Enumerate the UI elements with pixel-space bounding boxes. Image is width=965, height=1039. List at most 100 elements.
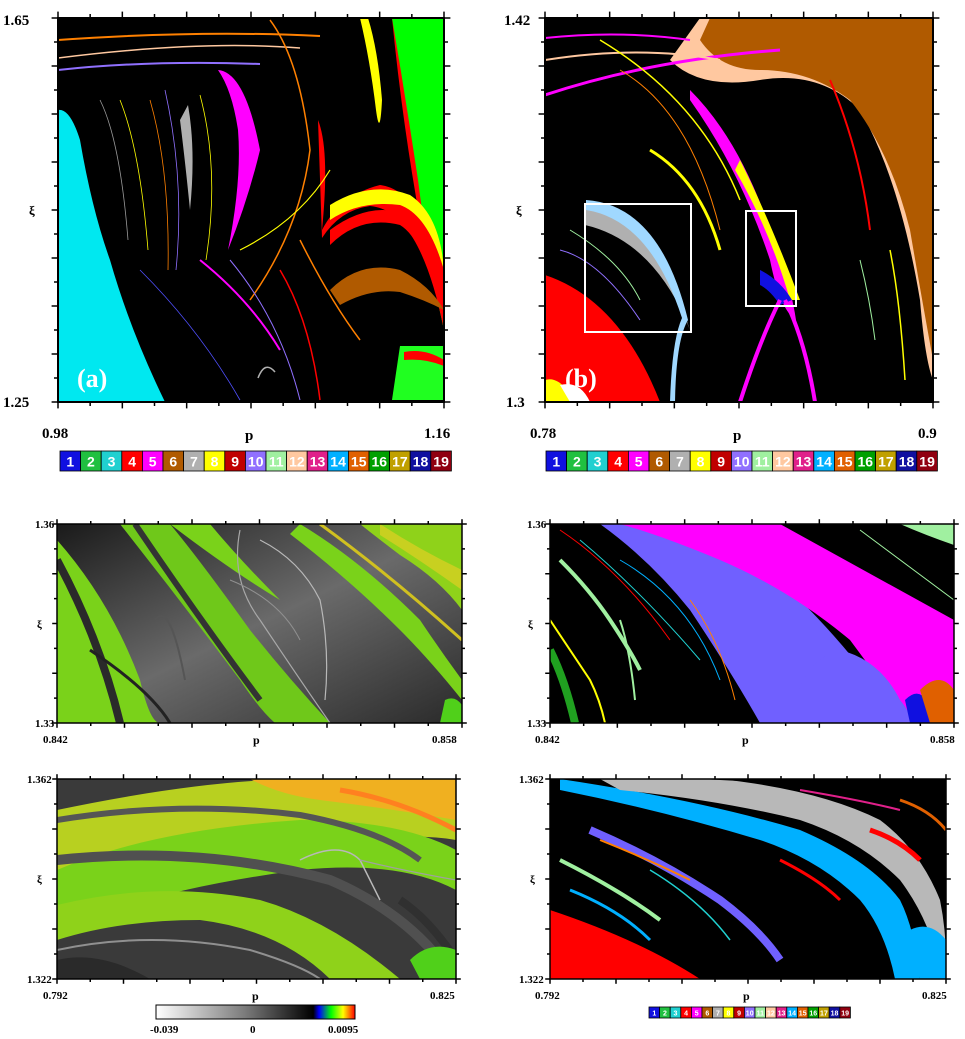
legend-label: 14	[330, 454, 346, 470]
panel-c-xtick-right: 0.858	[432, 734, 457, 746]
legend-label: 7	[716, 1011, 720, 1018]
legend-label: 16	[809, 1011, 817, 1018]
panel-c-ytick-top: 1.36	[35, 519, 55, 531]
panel-f-plot	[550, 779, 946, 979]
legend-label: 9	[737, 1011, 741, 1018]
panel-b-ytick-top: 1.42	[504, 13, 530, 29]
panel-f-xlabel: p	[743, 989, 750, 1003]
panel-f-ylabel: ξ	[530, 874, 535, 886]
legend-label: 1	[66, 454, 74, 470]
legend-label: 14	[816, 454, 832, 470]
legend-label: 19	[919, 454, 935, 470]
lyapunov-colorbar: -0.039 0 0.0095	[150, 1004, 359, 1036]
legend-label: 2	[663, 1011, 667, 1018]
colorbar-gradient	[155, 1004, 356, 1020]
legend-label: 13	[796, 454, 812, 470]
legend-label: 18	[899, 454, 915, 470]
legend-label: 12	[775, 454, 791, 470]
panel-e-ylabel: ξ	[37, 874, 42, 886]
panel-f-ytick-bottom: 1.322	[519, 974, 544, 986]
panel-a-ytick-bottom: 1.25	[3, 395, 29, 411]
panel-d-ytick-bottom: 1.33	[527, 718, 547, 730]
colorbar-tick-max: 0.0095	[328, 1024, 359, 1036]
colorbar-tick-zero: 0	[250, 1024, 256, 1036]
legend-label: 13	[310, 454, 326, 470]
panel-d: 1.36 ξ 1.33 0.842 p 0.858	[527, 519, 959, 747]
legend-label: 3	[108, 454, 116, 470]
legend-label: 2	[87, 454, 95, 470]
panel-b-xtick-left: 0.78	[530, 426, 556, 442]
panel-c-xlabel: p	[253, 733, 260, 747]
legend-label: 11	[755, 454, 770, 470]
legend-label: 9	[231, 454, 239, 470]
legend-label: 8	[211, 454, 219, 470]
legend-label: 8	[697, 454, 705, 470]
legend-label: 19	[841, 1011, 849, 1018]
panel-c-ytick-bottom: 1.33	[35, 718, 55, 730]
panel-a-xlabel: p	[245, 428, 253, 444]
panel-c-ylabel: ξ	[37, 619, 42, 631]
legend-label: 5	[695, 1011, 699, 1018]
legend-label: 15	[351, 454, 367, 470]
panel-d-xlabel: p	[742, 733, 749, 747]
panel-e-xlabel: p	[252, 989, 259, 1003]
panel-b-xtick-right: 0.9	[918, 426, 937, 442]
legend-label: 10	[746, 1011, 754, 1018]
legend-label: 11	[269, 454, 284, 470]
legend-label: 1	[552, 454, 560, 470]
legend-label: 17	[820, 1011, 828, 1018]
legend-label: 7	[190, 454, 198, 470]
panel-e: 1.362 ξ 1.322 0.792 p 0.825	[27, 774, 461, 1003]
legend-label: 6	[655, 454, 663, 470]
legend-label: 10	[734, 454, 750, 470]
panel-f-xtick-right: 0.825	[922, 990, 947, 1002]
legend-label: 15	[799, 1011, 807, 1018]
panel-d-ticks	[545, 519, 959, 728]
legend-label: 18	[831, 1011, 839, 1018]
colorbar-tick-min: -0.039	[150, 1024, 179, 1036]
panel-f: 1.362 ξ 1.322 0.792 p 0.825	[519, 774, 951, 1003]
legend-label: 14	[788, 1011, 796, 1018]
legend-label: 4	[128, 454, 136, 470]
legend-label: 19	[433, 454, 449, 470]
panel-f-xtick-left: 0.792	[535, 990, 560, 1002]
legend-label: 15	[837, 454, 853, 470]
legend-label: 16	[858, 454, 874, 470]
panel-b-xlabel: p	[733, 428, 741, 444]
panel-c-plot	[57, 524, 462, 723]
panel-b: 1.42 ξ 1.3 0.78 p 0.9 (b)	[504, 11, 940, 444]
legend-label: 6	[705, 1011, 709, 1018]
panel-b-ytick-bottom: 1.3	[506, 395, 525, 411]
legend-label: 5	[149, 454, 157, 470]
legend-label: 4	[684, 1011, 688, 1018]
panel-a-letter: (a)	[77, 364, 107, 393]
legend-label: 11	[757, 1011, 765, 1018]
period-legend-a: 1 2 3 4 5 6 7 8 9 10 11 12 13 14 15 16 17 18 19	[59, 450, 452, 472]
legend-swatch	[916, 450, 938, 472]
legend-label: 6	[169, 454, 177, 470]
panel-c: 1.36 ξ 1.33 0.842 p 0.858	[35, 519, 467, 747]
legend-label: 17	[392, 454, 408, 470]
panel-f-ytick-top: 1.362	[519, 774, 544, 786]
legend-label: 3	[674, 1011, 678, 1018]
panel-a: 1.65 ξ 1.25 0.98 p 1.16 (a)	[3, 11, 451, 444]
panel-b-ticks	[538, 11, 940, 409]
panel-a-plot	[58, 18, 444, 402]
panel-c-ticks	[52, 519, 467, 728]
panel-a-ytick-top: 1.65	[3, 13, 29, 29]
panel-e-ytick-bottom: 1.322	[27, 974, 52, 986]
legend-label: 5	[635, 454, 643, 470]
legend-label: 1	[652, 1011, 656, 1018]
panel-d-plot	[550, 524, 954, 723]
legend-label: 18	[413, 454, 429, 470]
panel-a-ticks	[51, 11, 451, 409]
legend-label: 7	[676, 454, 684, 470]
panel-e-ticks	[52, 774, 461, 984]
panel-a-ylabel: ξ	[29, 203, 35, 218]
legend-label: 12	[289, 454, 305, 470]
panel-e-xtick-left: 0.792	[43, 990, 68, 1002]
legend-label: 2	[573, 454, 581, 470]
panel-c-xtick-left: 0.842	[43, 734, 68, 746]
legend-label: 17	[878, 454, 894, 470]
